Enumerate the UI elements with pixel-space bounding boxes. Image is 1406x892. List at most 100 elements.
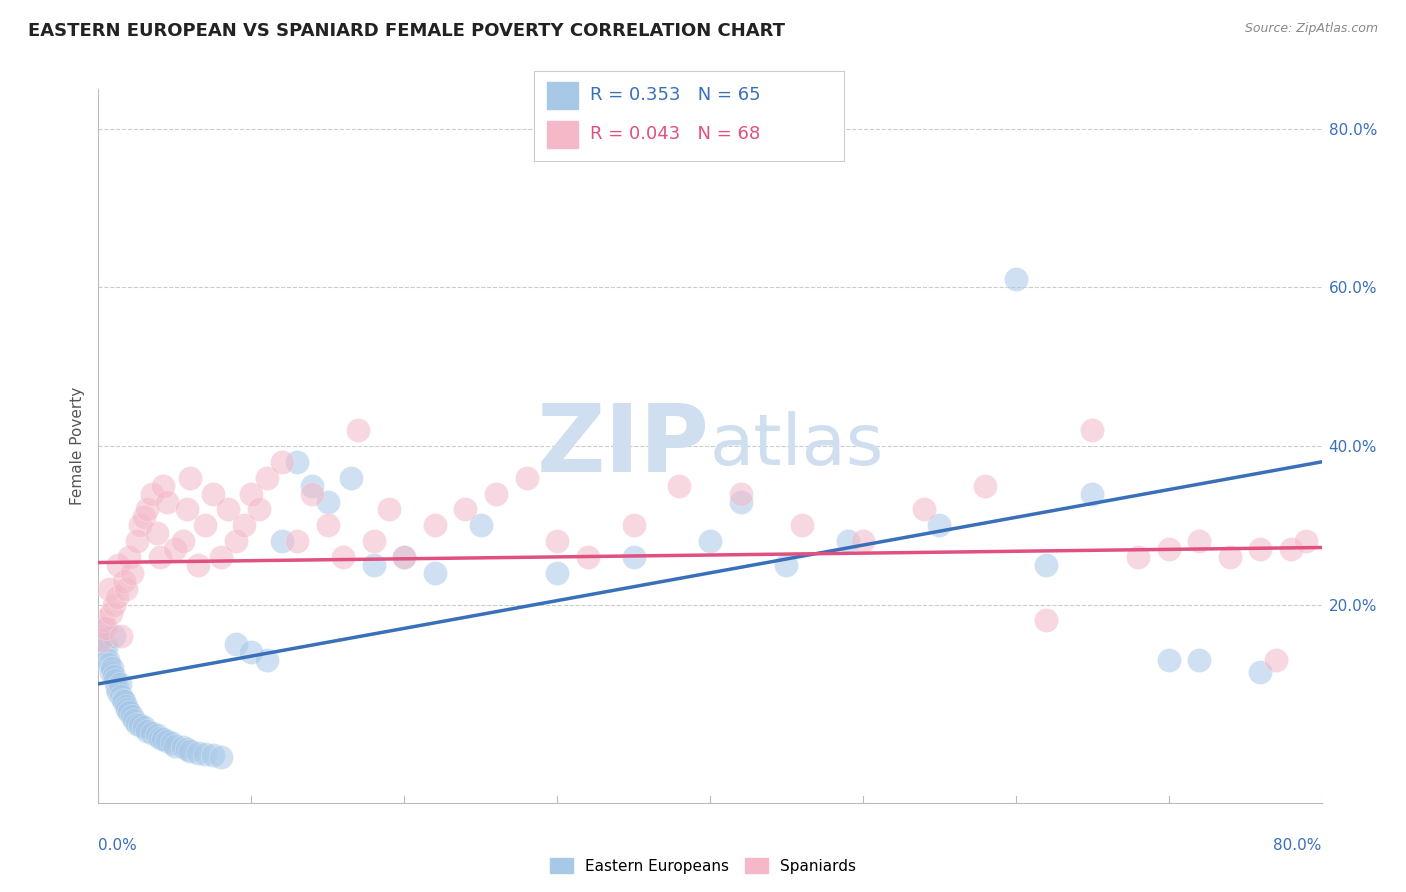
Point — [121, 566, 143, 580]
Point — [118, 549, 141, 564]
Point — [194, 518, 217, 533]
Point — [121, 708, 143, 723]
Point — [378, 502, 401, 516]
Point — [103, 629, 125, 643]
Point — [1279, 542, 1302, 557]
Point — [98, 582, 121, 596]
Point — [623, 549, 645, 564]
Point — [107, 558, 129, 572]
Point — [101, 661, 124, 675]
Text: R = 0.353   N = 65: R = 0.353 N = 65 — [591, 87, 761, 104]
Point — [1249, 542, 1271, 557]
Text: atlas: atlas — [710, 411, 884, 481]
Point — [111, 692, 134, 706]
Point — [247, 502, 270, 516]
Point — [156, 494, 179, 508]
Point — [852, 534, 875, 549]
Point — [149, 549, 172, 564]
Point — [1035, 558, 1057, 572]
Point — [225, 637, 247, 651]
Point — [1004, 272, 1026, 286]
Point — [392, 549, 416, 564]
Point — [103, 669, 125, 683]
Point — [256, 653, 278, 667]
Text: Source: ZipAtlas.com: Source: ZipAtlas.com — [1244, 22, 1378, 36]
Point — [115, 699, 138, 714]
Point — [470, 518, 492, 533]
Text: EASTERN EUROPEAN VS SPANIARD FEMALE POVERTY CORRELATION CHART: EASTERN EUROPEAN VS SPANIARD FEMALE POVE… — [28, 22, 785, 40]
Point — [152, 478, 174, 492]
Point — [301, 486, 323, 500]
Point — [112, 574, 135, 588]
Bar — [547, 82, 578, 109]
Point — [775, 558, 797, 572]
Point — [1035, 614, 1057, 628]
Point — [94, 641, 117, 656]
Point — [145, 728, 167, 742]
Point — [97, 653, 120, 667]
Text: ZIP: ZIP — [537, 400, 710, 492]
Point — [270, 534, 292, 549]
Point — [125, 716, 148, 731]
Point — [149, 731, 172, 745]
Point — [790, 518, 813, 533]
Point — [1219, 549, 1241, 564]
Point — [118, 705, 141, 719]
Point — [837, 534, 859, 549]
Point — [160, 736, 183, 750]
Point — [623, 518, 645, 533]
Point — [347, 423, 370, 437]
Point — [117, 702, 139, 716]
Point — [91, 614, 114, 628]
Point — [100, 606, 122, 620]
Point — [194, 747, 217, 761]
Point — [232, 518, 254, 533]
Point — [179, 471, 201, 485]
Point — [90, 633, 112, 648]
Point — [316, 518, 339, 533]
Point — [187, 558, 209, 572]
Point — [105, 590, 128, 604]
Point — [363, 558, 385, 572]
Point — [454, 502, 477, 516]
Text: 80.0%: 80.0% — [1274, 838, 1322, 854]
Point — [128, 518, 150, 533]
Point — [176, 742, 198, 756]
Y-axis label: Female Poverty: Female Poverty — [69, 387, 84, 505]
Point — [136, 724, 159, 739]
Point — [91, 621, 114, 635]
Point — [115, 582, 138, 596]
Point — [485, 486, 508, 500]
Point — [172, 534, 194, 549]
Point — [112, 694, 135, 708]
Point — [1264, 653, 1286, 667]
Point — [1188, 653, 1211, 667]
Point — [974, 478, 997, 492]
Point — [240, 486, 263, 500]
Point — [1081, 486, 1104, 500]
Point — [90, 633, 112, 648]
Point — [1128, 549, 1150, 564]
Point — [104, 673, 127, 687]
Point — [928, 518, 950, 533]
Point — [1157, 653, 1180, 667]
Point — [152, 732, 174, 747]
Bar — [547, 121, 578, 148]
Point — [730, 494, 752, 508]
Point — [699, 534, 721, 549]
Point — [145, 526, 167, 541]
Point — [339, 471, 361, 485]
Point — [1249, 665, 1271, 679]
Point — [98, 657, 121, 671]
Point — [176, 502, 198, 516]
Point — [256, 471, 278, 485]
Point — [1188, 534, 1211, 549]
Point — [156, 734, 179, 748]
Point — [730, 486, 752, 500]
Point — [1295, 534, 1317, 549]
Point — [423, 518, 446, 533]
Point — [332, 549, 354, 564]
Point — [179, 744, 201, 758]
Point — [110, 689, 132, 703]
Point — [163, 739, 186, 753]
